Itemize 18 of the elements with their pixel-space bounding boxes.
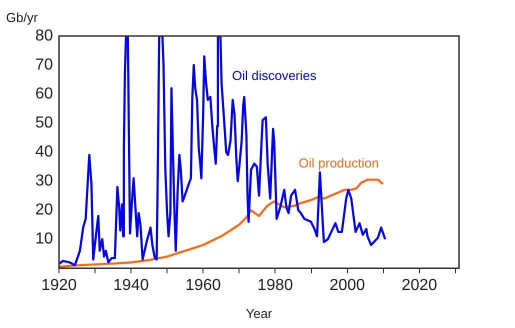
x-tick-label: 2000 [329,277,366,294]
y-tick-label: 20 [35,202,54,219]
y-tick-label: 70 [35,56,54,74]
series-label: Oil discoveries [232,68,317,84]
series-label: Oil production [298,155,379,170]
y-tick-label: 30 [35,172,54,190]
y-tick-label: 80 [35,27,54,44]
y-tick-label: 10 [35,230,54,248]
y-tick-label: 40 [35,144,54,161]
y-tick-label: 60 [35,85,54,102]
x-tick-label: 1980 [257,277,294,294]
x-tick-label: 2020 [402,277,438,294]
x-axis-title: Year [246,306,273,321]
x-tick-label: 1920 [41,277,77,294]
x-tick-label: 1960 [185,277,222,294]
y-axis-title: Gb/yr [6,10,38,25]
y-tick-label: 50 [35,114,54,132]
x-tick-label: 1940 [113,277,149,294]
